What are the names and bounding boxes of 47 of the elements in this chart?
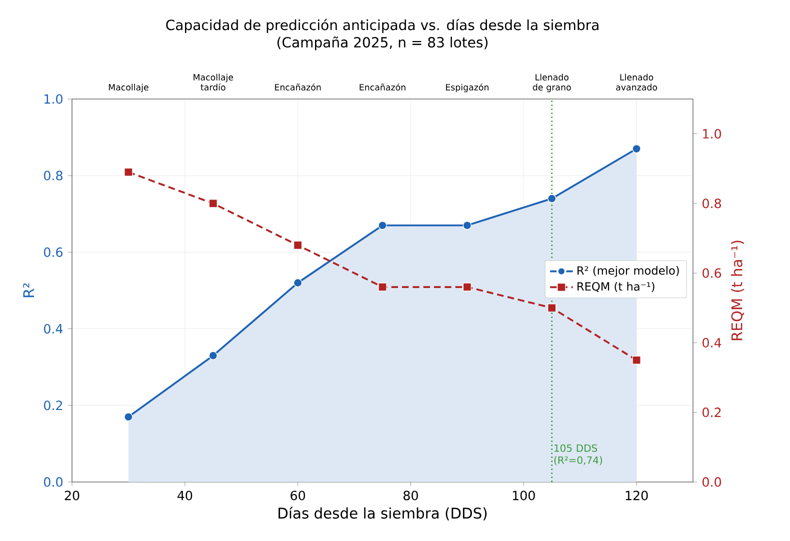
point (462, 282, 472, 292)
y-tick-label: 0.2 (44, 400, 62, 410)
chart-subtitle: (Campaña 2025, n = 83 lotes) (277, 36, 488, 50)
y-tick-label: 0.6 (44, 247, 62, 257)
point (462, 221, 472, 230)
text: Llenado avanzado (616, 74, 658, 91)
point (293, 240, 302, 250)
y-tick-label: 0.0 (44, 477, 62, 487)
ref-line-label: 105 DDS (R²=0,74) (554, 444, 602, 466)
text: Llenado de grano (532, 74, 571, 92)
y2-tick-label: 0.4 (702, 338, 722, 348)
point (124, 168, 133, 176)
x-tick-label: 100 (512, 490, 535, 500)
point (632, 356, 641, 364)
text: Encañazón (275, 83, 321, 91)
text: Encañazón (360, 83, 406, 91)
point (632, 144, 641, 154)
y2-tick-label: 0.2 (702, 408, 721, 418)
y-tick-label: 0.8 (44, 170, 62, 180)
y2-tick-label: 0.0 (702, 477, 722, 487)
x-axis-title: Días desde la siembra (DDS) (278, 506, 487, 520)
x-tick-label: 40 (177, 490, 192, 500)
point (208, 351, 218, 360)
text: Macollaje tardío (194, 74, 234, 91)
point (208, 199, 218, 208)
y2-tick-label: 0.6 (702, 268, 722, 278)
point (124, 412, 133, 422)
legend-label: R² (mejor modelo) (578, 266, 679, 277)
y2-tick-label: 0.8 (702, 198, 721, 208)
x-tick-label: 60 (290, 490, 306, 500)
point (548, 304, 556, 312)
text: Espigazón (446, 83, 488, 92)
x-tick-label: 120 (626, 490, 648, 500)
point (293, 278, 302, 288)
y-axis-title: R² (23, 283, 34, 298)
legend-label: REQM (t ha⁻¹) (578, 282, 654, 292)
x-tick-label: 80 (404, 490, 418, 500)
chart-title: Capacidad de predicción anticipada vs. días desde la siembra (166, 18, 598, 33)
y-tick-label: 0.4 (44, 324, 63, 334)
y-tick-label: 1.0 (44, 94, 62, 104)
y2-axis-title: REQM (t ha⁻¹) (731, 240, 744, 340)
point (548, 194, 556, 203)
x-tick-label: 20 (64, 490, 80, 500)
point (378, 282, 387, 292)
y2-tick-label: 1.0 (703, 129, 722, 139)
text: Macollaje (108, 84, 148, 92)
point (378, 221, 387, 230)
